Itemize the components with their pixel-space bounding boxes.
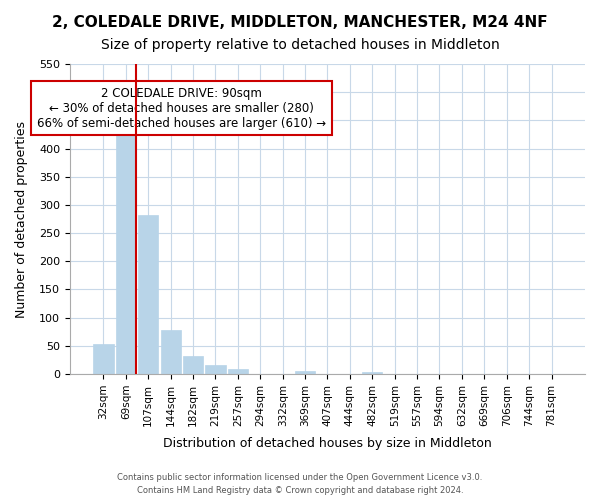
Bar: [295, 370, 315, 374]
Text: Contains HM Land Registry data © Crown copyright and database right 2024.: Contains HM Land Registry data © Crown c…: [137, 486, 463, 495]
Bar: [362, 372, 382, 374]
Text: 2 COLEDALE DRIVE: 90sqm
← 30% of detached houses are smaller (280)
66% of semi-d: 2 COLEDALE DRIVE: 90sqm ← 30% of detache…: [37, 86, 326, 130]
Bar: [116, 120, 136, 374]
Bar: [138, 214, 158, 374]
Bar: [205, 365, 226, 374]
Bar: [94, 344, 113, 374]
Y-axis label: Number of detached properties: Number of detached properties: [15, 120, 28, 318]
Bar: [183, 356, 203, 374]
X-axis label: Distribution of detached houses by size in Middleton: Distribution of detached houses by size …: [163, 437, 492, 450]
Text: Size of property relative to detached houses in Middleton: Size of property relative to detached ho…: [101, 38, 499, 52]
Bar: [161, 330, 181, 374]
Text: 2, COLEDALE DRIVE, MIDDLETON, MANCHESTER, M24 4NF: 2, COLEDALE DRIVE, MIDDLETON, MANCHESTER…: [52, 15, 548, 30]
Bar: [228, 369, 248, 374]
Text: Contains public sector information licensed under the Open Government Licence v3: Contains public sector information licen…: [118, 474, 482, 482]
